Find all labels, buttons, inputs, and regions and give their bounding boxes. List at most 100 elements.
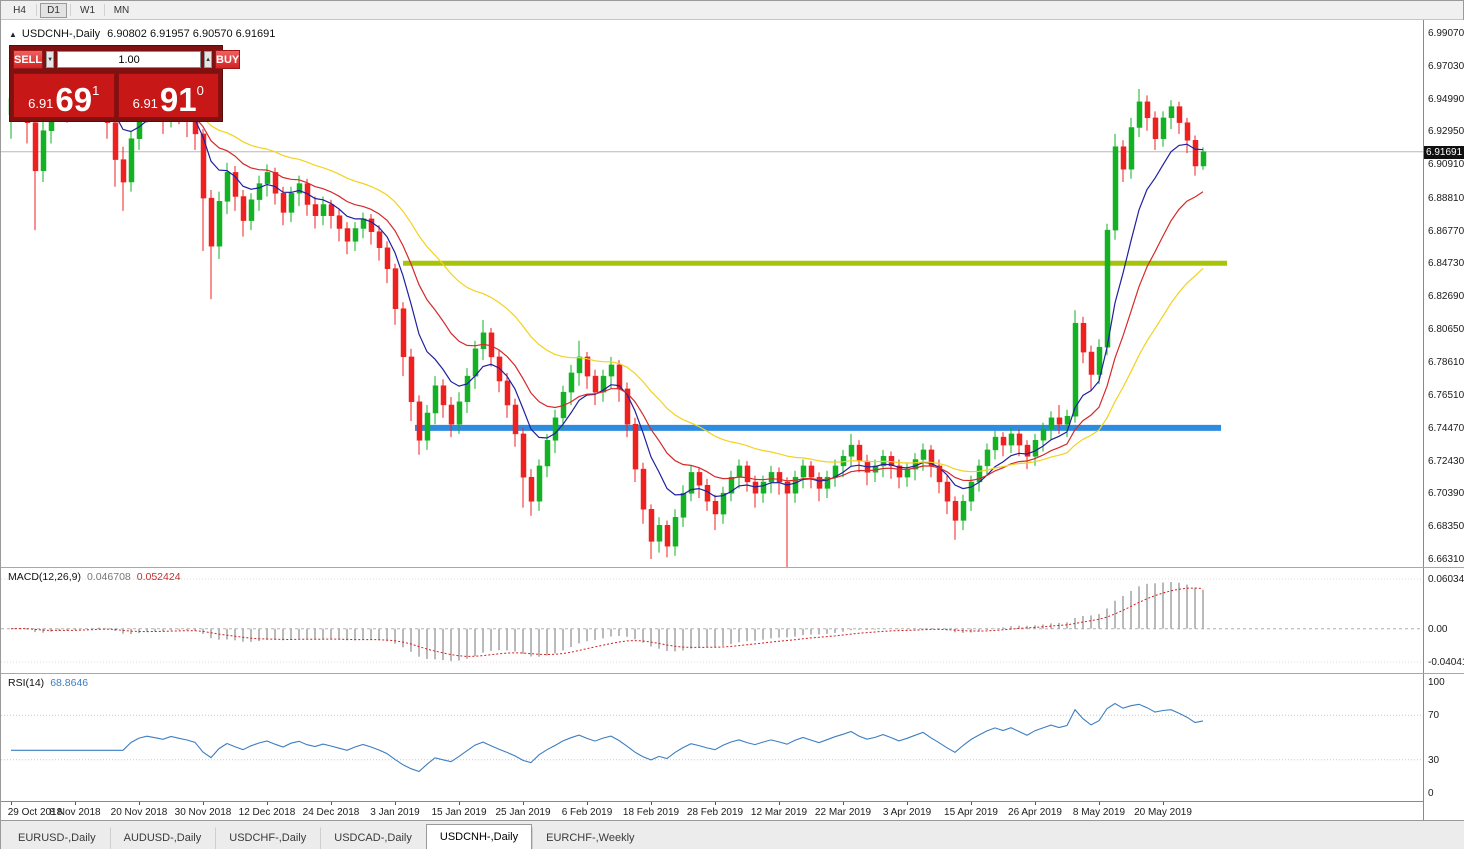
panel-splitter[interactable] (1, 567, 1464, 568)
candle-down (1176, 101, 1183, 134)
candle-up (1128, 117, 1135, 179)
rsi-plot[interactable] (1, 674, 1423, 801)
rsi-value: 68.8646 (50, 677, 89, 689)
date-tick (203, 802, 204, 805)
one-click-collapse-icon[interactable]: ▲ (9, 30, 17, 39)
candle-up (880, 449, 887, 478)
date-tick (331, 802, 332, 805)
candle-up (464, 368, 471, 413)
date-axis-label: 24 Dec 2018 (302, 807, 360, 818)
timeframe-toolbar: H4 D1 W1 MN (1, 1, 1463, 20)
candle-down (648, 504, 655, 559)
buy-button[interactable]: BUY (215, 50, 241, 69)
candle-down (752, 475, 759, 508)
rsi-axis-label: 70 (1428, 710, 1440, 721)
date-tick (779, 802, 780, 805)
date-axis[interactable]: 29 Oct 2018 8 Nov 2018 20 Nov 2018 30 Nov 2… (1, 801, 1423, 820)
rsi-label: RSI(14) 68.8646 (8, 677, 88, 689)
chart-symbol-title: USDCNH-,Daily (21, 28, 101, 40)
one-click-order-row: SELL ▼ ▲ BUY (13, 49, 241, 70)
macd-plot[interactable] (1, 568, 1423, 673)
candle-down (416, 395, 423, 455)
candle-up (424, 405, 431, 450)
candle-down (1016, 429, 1023, 457)
candle-up (1160, 111, 1167, 147)
candle-down (856, 440, 863, 473)
candle-down (928, 445, 935, 478)
chart-tab-usdchf-daily[interactable]: USDCHF-,Daily (215, 827, 320, 849)
candle-down (936, 459, 943, 494)
candle-down (200, 129, 207, 251)
candle-up (680, 485, 687, 527)
macd-axis-label: 0.060342 (1428, 574, 1464, 585)
candle-up (552, 409, 559, 454)
sell-button[interactable]: SELL (13, 50, 44, 69)
date-tick (1035, 802, 1036, 805)
candle-down (784, 477, 791, 567)
date-axis-label: 28 Feb 2019 (686, 807, 744, 818)
candle-up (360, 212, 367, 239)
timeframe-button-mn[interactable]: MN (108, 3, 135, 18)
sell-price-display[interactable]: 6.91 69 1 (13, 73, 115, 118)
volume-decrease-button[interactable]: ▼ (46, 51, 55, 68)
candle-up (832, 459, 839, 487)
date-axis-label: 8 May 2019 (1072, 807, 1126, 818)
candle-down (640, 462, 647, 524)
volume-increase-button[interactable]: ▲ (204, 51, 213, 68)
candle-up (1200, 147, 1207, 170)
panel-splitter[interactable] (1, 673, 1464, 674)
price-axis-label: 6.86770 (1428, 226, 1464, 237)
price-axis-label: 6.84730 (1428, 258, 1464, 269)
chart-tab-eurusd-daily[interactable]: EURUSD-,Daily (18, 832, 96, 844)
date-axis-label: 18 Feb 2019 (622, 807, 680, 818)
candle-down (384, 241, 391, 284)
candle-up (544, 433, 551, 478)
candle-down (496, 350, 503, 393)
date-tick (651, 802, 652, 805)
price-axis-label: 6.72430 (1428, 456, 1464, 467)
price-axis-label: 6.80650 (1428, 324, 1464, 335)
candle-up (432, 376, 439, 425)
candle-up (256, 175, 263, 211)
candle-up (976, 459, 983, 492)
date-axis-label: 3 Jan 2019 (370, 807, 420, 818)
candle-up (1112, 133, 1119, 240)
candle-down (208, 190, 215, 300)
candle-down (1024, 440, 1031, 470)
date-tick (715, 802, 716, 805)
date-tick (523, 802, 524, 805)
candle-up (720, 486, 727, 524)
timeframe-button-h4[interactable]: H4 (6, 3, 33, 18)
timeframe-button-d1[interactable]: D1 (40, 2, 67, 18)
rsi-name: RSI(14) (8, 677, 45, 689)
candle-down (368, 214, 375, 245)
date-axis-label: 26 Apr 2019 (1008, 807, 1062, 818)
candle-down (232, 166, 239, 211)
timeframe-button-w1[interactable]: W1 (74, 3, 101, 18)
price-axis-label: 6.88810 (1428, 193, 1464, 204)
bid-price-badge: 6.91691 (1424, 146, 1464, 159)
chart-tab-audusd-daily[interactable]: AUDUSD-,Daily (109, 827, 216, 849)
candle-up (264, 164, 271, 197)
price-axis[interactable]: 6.91691 6.99070 6.97030 6.94990 6.92950 6.90… (1423, 20, 1464, 820)
candle-up (352, 222, 359, 251)
candle-up (248, 193, 255, 231)
buy-price-display[interactable]: 6.91 91 0 (117, 73, 219, 118)
moving-average-8-line (10, 94, 1204, 498)
chart-tab-usdcnh-daily[interactable]: USDCNH-,Daily (425, 824, 533, 849)
candle-down (400, 302, 407, 377)
price-axis-label: 6.99070 (1428, 28, 1464, 39)
candle-down (1184, 117, 1191, 154)
macd-axis-label: -0.040415 (1428, 657, 1464, 668)
candle-down (744, 461, 751, 492)
date-tick (907, 802, 908, 805)
chart-tab-usdcad-daily[interactable]: USDCAD-,Daily (320, 827, 426, 849)
macd-indicator-panel: MACD(12,26,9) 0.046708 0.052424 (1, 568, 1423, 673)
candle-down (776, 467, 783, 495)
toolbar-separator (70, 4, 71, 16)
date-axis-label: 20 May 2019 (1134, 807, 1192, 818)
chart-tab-eurchf-weekly[interactable]: EURCHF-,Weekly (532, 827, 648, 849)
candle-up (960, 494, 967, 531)
volume-input[interactable] (57, 51, 202, 68)
date-axis-label: 3 Apr 2019 (882, 807, 932, 818)
